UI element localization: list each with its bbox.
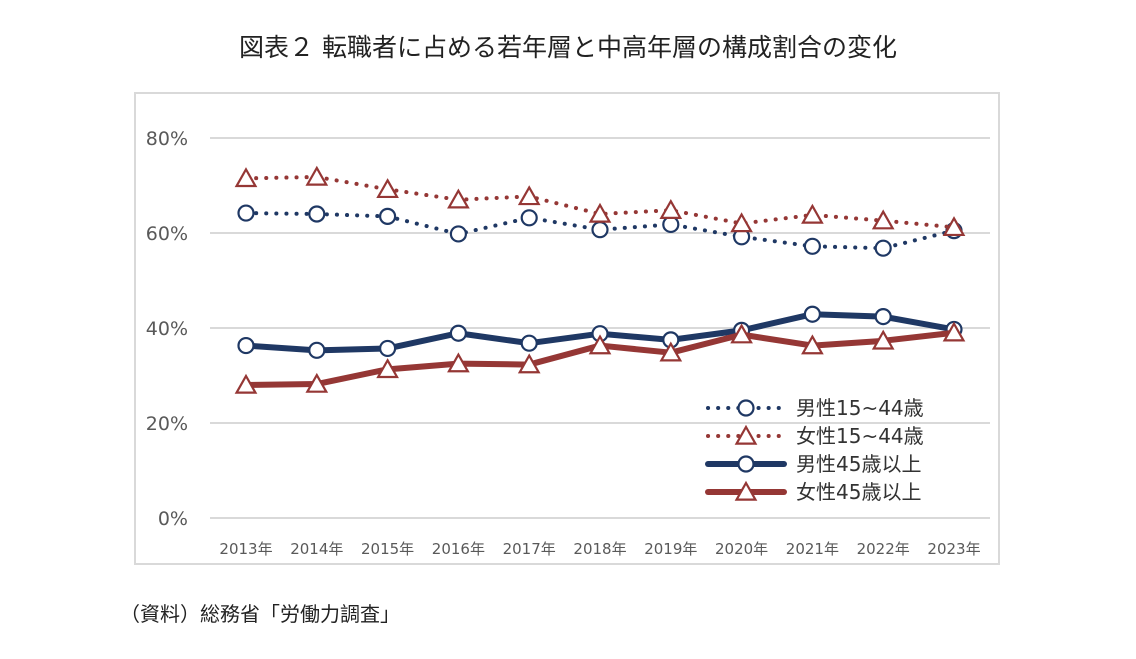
legend-item-3: 男性45歳以上 bbox=[705, 452, 921, 476]
data-point bbox=[447, 188, 470, 209]
legend-marker bbox=[734, 424, 758, 445]
legend-label: 男性45歳以上 bbox=[796, 452, 921, 476]
data-point bbox=[801, 334, 824, 355]
y-tick-label: 20% bbox=[146, 413, 188, 435]
chart-frame: 0% 20% 40% 60% 80% 2013年 2014年 2015年 2016年 2017年 2… bbox=[134, 92, 1000, 565]
legend-marker bbox=[737, 399, 755, 417]
data-point bbox=[308, 205, 326, 223]
legend-label: 女性45歳以上 bbox=[796, 480, 921, 504]
data-point bbox=[874, 239, 892, 257]
data-point bbox=[803, 237, 822, 255]
data-point bbox=[801, 203, 824, 224]
x-tick-label: 2018年 bbox=[573, 540, 626, 558]
data-point bbox=[517, 353, 541, 374]
data-point bbox=[447, 352, 470, 373]
data-point bbox=[305, 372, 329, 393]
legend-label: 男性15~44歳 bbox=[796, 396, 924, 420]
series-line bbox=[244, 174, 956, 230]
data-point bbox=[379, 339, 397, 358]
data-point bbox=[449, 324, 467, 342]
data-point bbox=[376, 358, 399, 379]
data-point bbox=[730, 323, 753, 344]
x-tick-label: 2016年 bbox=[432, 540, 485, 558]
data-point bbox=[517, 185, 541, 206]
data-point bbox=[449, 225, 467, 243]
source-note: （資料）総務省「労働力調査」 bbox=[120, 602, 400, 626]
data-point bbox=[591, 221, 609, 239]
y-tick-label: 60% bbox=[146, 223, 188, 245]
y-tick-label: 80% bbox=[146, 128, 188, 150]
legend-marker bbox=[734, 480, 758, 501]
series-line bbox=[244, 211, 956, 251]
data-point bbox=[234, 167, 258, 188]
data-point bbox=[379, 207, 397, 225]
data-point bbox=[308, 341, 326, 359]
data-point bbox=[871, 209, 895, 230]
data-point bbox=[803, 305, 822, 323]
data-point bbox=[662, 215, 680, 234]
x-tick-label: 2019年 bbox=[644, 540, 697, 558]
x-tick-label: 2023年 bbox=[927, 540, 980, 558]
legend-label: 女性15~44歳 bbox=[796, 424, 924, 448]
x-tick-label: 2014年 bbox=[290, 540, 343, 558]
x-tick-label: 2020年 bbox=[715, 540, 768, 558]
x-tick-label: 2017年 bbox=[503, 540, 556, 558]
data-point bbox=[376, 178, 399, 199]
data-point bbox=[305, 165, 329, 186]
y-tick-label: 40% bbox=[146, 318, 188, 340]
data-point bbox=[659, 198, 683, 219]
data-point bbox=[871, 329, 895, 350]
legend-item-1: 男性15~44歳 bbox=[706, 396, 924, 420]
series-2 bbox=[234, 165, 966, 237]
data-point bbox=[237, 204, 255, 222]
data-point bbox=[234, 373, 258, 394]
legend-item-4: 女性45歳以上 bbox=[705, 480, 921, 504]
line-chart: 0% 20% 40% 60% 80% 2013年 2014年 2015年 2016年 2017年 2… bbox=[146, 128, 990, 558]
legend-item-2: 女性15~44歳 bbox=[706, 424, 924, 448]
data-point bbox=[730, 212, 753, 233]
data-point bbox=[942, 321, 966, 342]
data-point bbox=[588, 202, 612, 223]
legend-marker bbox=[737, 455, 755, 473]
series-4 bbox=[234, 321, 966, 394]
y-tick-label: 0% bbox=[158, 508, 188, 530]
data-point bbox=[874, 308, 892, 326]
chart-title: 図表２ 転職者に占める若年層と中高年層の構成割合の変化 bbox=[239, 33, 897, 62]
data-point bbox=[520, 209, 538, 227]
data-point bbox=[588, 334, 612, 355]
x-tick-label: 2022年 bbox=[857, 540, 910, 558]
x-tick-label: 2021年 bbox=[786, 540, 839, 558]
data-point bbox=[942, 216, 966, 237]
x-tick-label: 2015年 bbox=[361, 540, 414, 558]
data-point bbox=[237, 336, 255, 355]
data-point bbox=[659, 341, 683, 362]
data-point bbox=[520, 334, 538, 352]
x-tick-label: 2013年 bbox=[219, 540, 272, 558]
